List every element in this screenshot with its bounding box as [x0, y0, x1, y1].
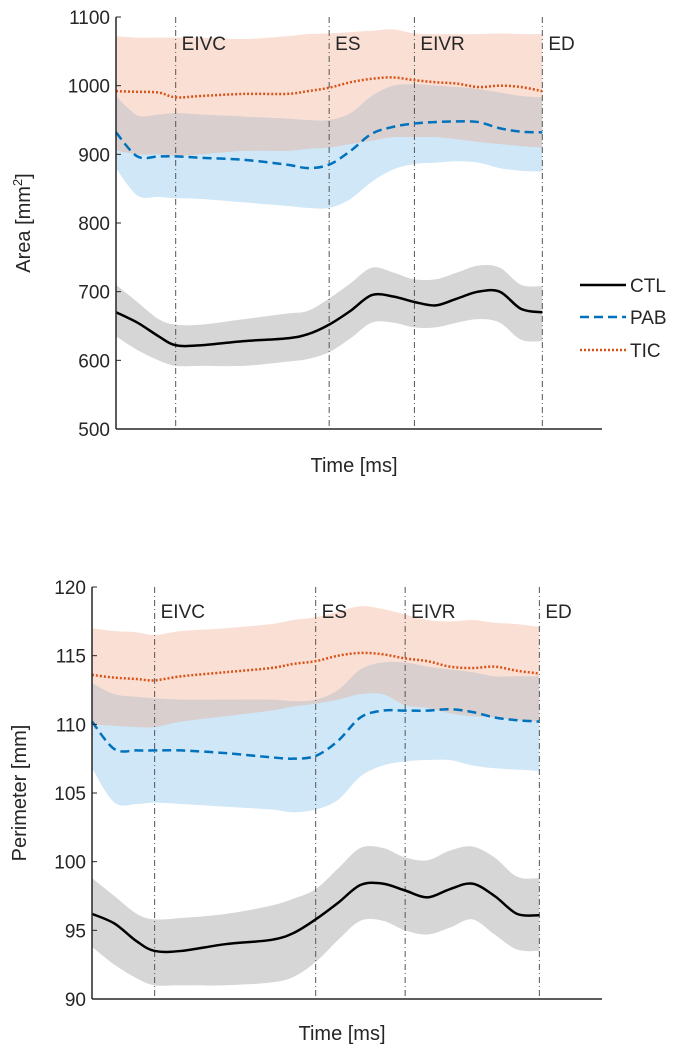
- band-tic: [116, 29, 543, 156]
- y-axis-label: Area [mm2]: [10, 173, 35, 272]
- band-ctl: [116, 265, 543, 367]
- y-axis-label-main: Area [mm: [13, 186, 35, 273]
- y-tick-label: 900: [78, 145, 110, 166]
- series-line-pab: [91, 707, 540, 760]
- y-tick-label: 120: [54, 578, 86, 599]
- event-label-ed: ED: [545, 602, 571, 623]
- y-tick-label: 90: [65, 990, 86, 1011]
- legend-label-tic: TIC: [630, 341, 661, 362]
- event-label-eivc: EIVC: [182, 34, 226, 55]
- y-tick-label: 100: [54, 853, 86, 874]
- series-line-ctl: [115, 288, 543, 348]
- y-tick-label: 95: [65, 921, 86, 942]
- perimeter-chart: EIVC ES EIVR ED 90 95 100 105 110 115 120 Time [ms]…: [9, 578, 602, 1045]
- series-line-tic: [115, 76, 543, 99]
- y-tick-label: 115: [56, 647, 86, 668]
- event-label-es: ES: [335, 34, 360, 55]
- y-tick-label: 110: [56, 715, 86, 736]
- y-axis-label: Perimeter [mm]: [9, 725, 31, 862]
- band-pab: [92, 661, 540, 813]
- event-label-es: ES: [322, 602, 347, 623]
- band-pab: [116, 84, 543, 209]
- series-line-pab: [115, 120, 543, 170]
- series-line-tic: [91, 651, 540, 682]
- y-tick-label: 105: [54, 784, 86, 805]
- x-axis-label: Time [ms]: [310, 455, 397, 477]
- legend-label-pab: PAB: [630, 308, 667, 329]
- area-chart: EIVC ES EIVR ED 500 600 700 800 900 1000 1100 Time …: [10, 8, 602, 477]
- y-tick-label: 600: [78, 351, 110, 372]
- y-tick-label: 700: [78, 283, 110, 304]
- y-tick-label: 500: [78, 420, 110, 441]
- event-label-eivr: EIVR: [411, 602, 455, 623]
- legend: CTL PAB TIC: [580, 276, 667, 362]
- y-tick-label: 1100: [69, 8, 110, 29]
- x-axis-label: Time [ms]: [298, 1023, 385, 1045]
- legend-label-ctl: CTL: [630, 276, 666, 297]
- event-label-ed: ED: [548, 34, 574, 55]
- y-tick-label: 1000: [68, 77, 110, 98]
- y-axis-label-end: ]: [13, 173, 35, 179]
- y-axis-label-sup: 2: [10, 179, 25, 186]
- y-tick-label: 800: [78, 214, 110, 235]
- series-line-ctl: [91, 881, 540, 954]
- event-label-eivr: EIVR: [420, 34, 464, 55]
- event-label-eivc: EIVC: [161, 602, 205, 623]
